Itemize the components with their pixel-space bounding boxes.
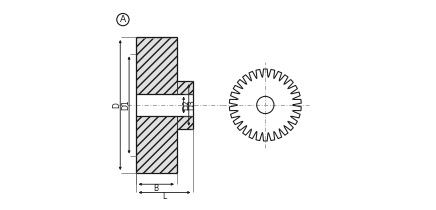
Text: L: L [162,193,167,201]
Polygon shape [136,116,177,173]
Polygon shape [177,116,193,129]
Text: A: A [120,15,126,24]
Text: D3: D3 [187,100,196,110]
Polygon shape [136,37,177,94]
Text: D2: D2 [182,100,191,110]
Polygon shape [177,81,193,94]
Text: B: B [154,184,159,193]
Text: D1: D1 [121,100,130,110]
Text: D: D [112,102,121,108]
